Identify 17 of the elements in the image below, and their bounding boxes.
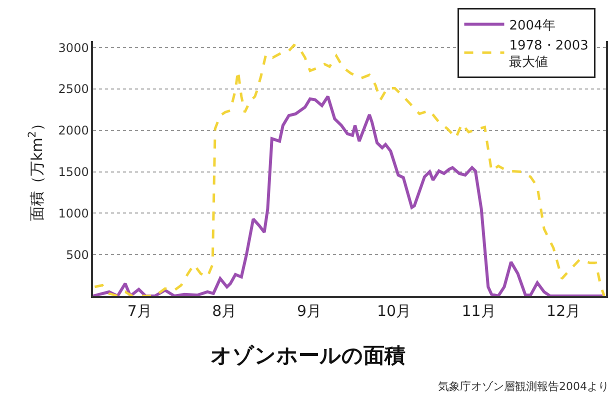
x-tick-label: 12月 <box>546 302 581 320</box>
x-tick-label: 11月 <box>462 302 496 320</box>
line-series <box>93 94 604 296</box>
y-tick-label: 500 <box>66 248 89 262</box>
y-tick-label: 3000 <box>58 40 89 55</box>
legend-label: 2004年 <box>509 18 556 34</box>
y-tick-label: 2000 <box>58 124 89 138</box>
x-tick-label: 8月 <box>212 302 237 320</box>
y-tick-label: 2500 <box>58 82 89 96</box>
x-tick-label: 10月 <box>376 302 412 320</box>
legend-label: 1978・2003 最大値 <box>509 38 588 70</box>
x-tick-label: 9月 <box>296 302 322 320</box>
x-tick-label: 7月 <box>127 302 152 320</box>
y-tick-label: 1500 <box>58 165 89 180</box>
y-tick-label: 1000 <box>58 206 89 220</box>
text: オゾンホールの面積 <box>210 343 406 368</box>
text: 気象庁オゾン層観測報告2004より <box>438 380 609 393</box>
